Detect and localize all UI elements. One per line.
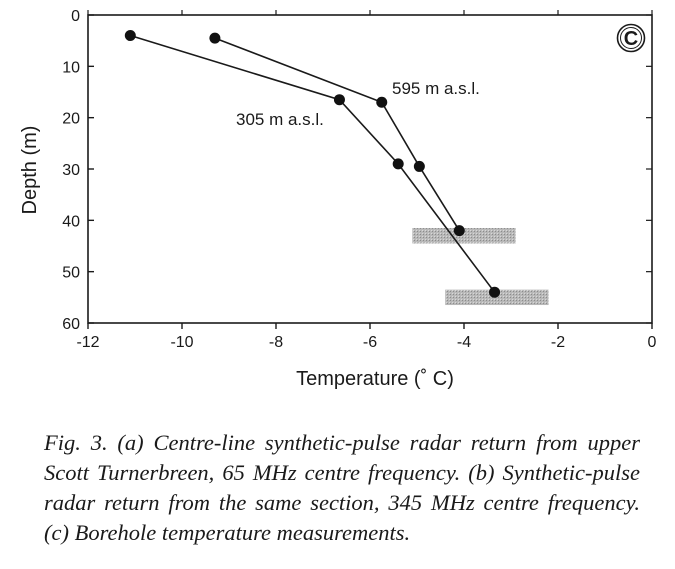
series-line xyxy=(214,37,460,232)
x-tick-label: -12 xyxy=(76,334,99,351)
x-tick-label: 0 xyxy=(648,334,657,351)
x-tick-label: -10 xyxy=(170,334,193,351)
x-tick-label: -2 xyxy=(551,334,565,351)
y-tick-label: 60 xyxy=(62,316,80,333)
y-tick-label: 20 xyxy=(62,111,80,128)
data-point xyxy=(376,96,388,108)
y-axis-title: Depth (m) xyxy=(19,126,41,215)
temperature-depth-chart: -12 -10 -8 -6 -4 -2 0 0 10 20 30 40 50 60 595 m a.s.l… xyxy=(19,8,657,390)
figure-caption: Fig. 3. (a) Centre-line synthetic-pulse … xyxy=(44,430,640,545)
y-tick-label: 10 xyxy=(62,59,80,76)
data-point xyxy=(453,225,465,237)
x-axis-title: Temperature (˚ C) xyxy=(296,368,454,390)
series-label: 305 m a.s.l. xyxy=(236,110,324,129)
data-point xyxy=(489,286,501,298)
series-label: 595 m a.s.l. xyxy=(392,79,480,98)
x-tick-label: -6 xyxy=(363,334,377,351)
y-tick-label: 30 xyxy=(62,162,80,179)
x-tick-label: -8 xyxy=(269,334,283,351)
y-tick-label: 50 xyxy=(62,265,80,282)
x-tick-label: -4 xyxy=(457,334,471,351)
shaded-range xyxy=(412,228,516,244)
data-point xyxy=(124,30,136,42)
data-point xyxy=(413,160,425,172)
data-point xyxy=(392,158,404,170)
data-point xyxy=(333,94,345,106)
data-point xyxy=(209,32,221,44)
y-tick-label: 40 xyxy=(62,213,80,230)
panel-label: C xyxy=(624,28,638,50)
plot-frame xyxy=(87,14,653,324)
shaded-range xyxy=(445,289,549,306)
y-tick-label: 0 xyxy=(71,8,80,25)
panel-label-badge: C xyxy=(616,23,646,53)
series-line xyxy=(130,34,496,293)
